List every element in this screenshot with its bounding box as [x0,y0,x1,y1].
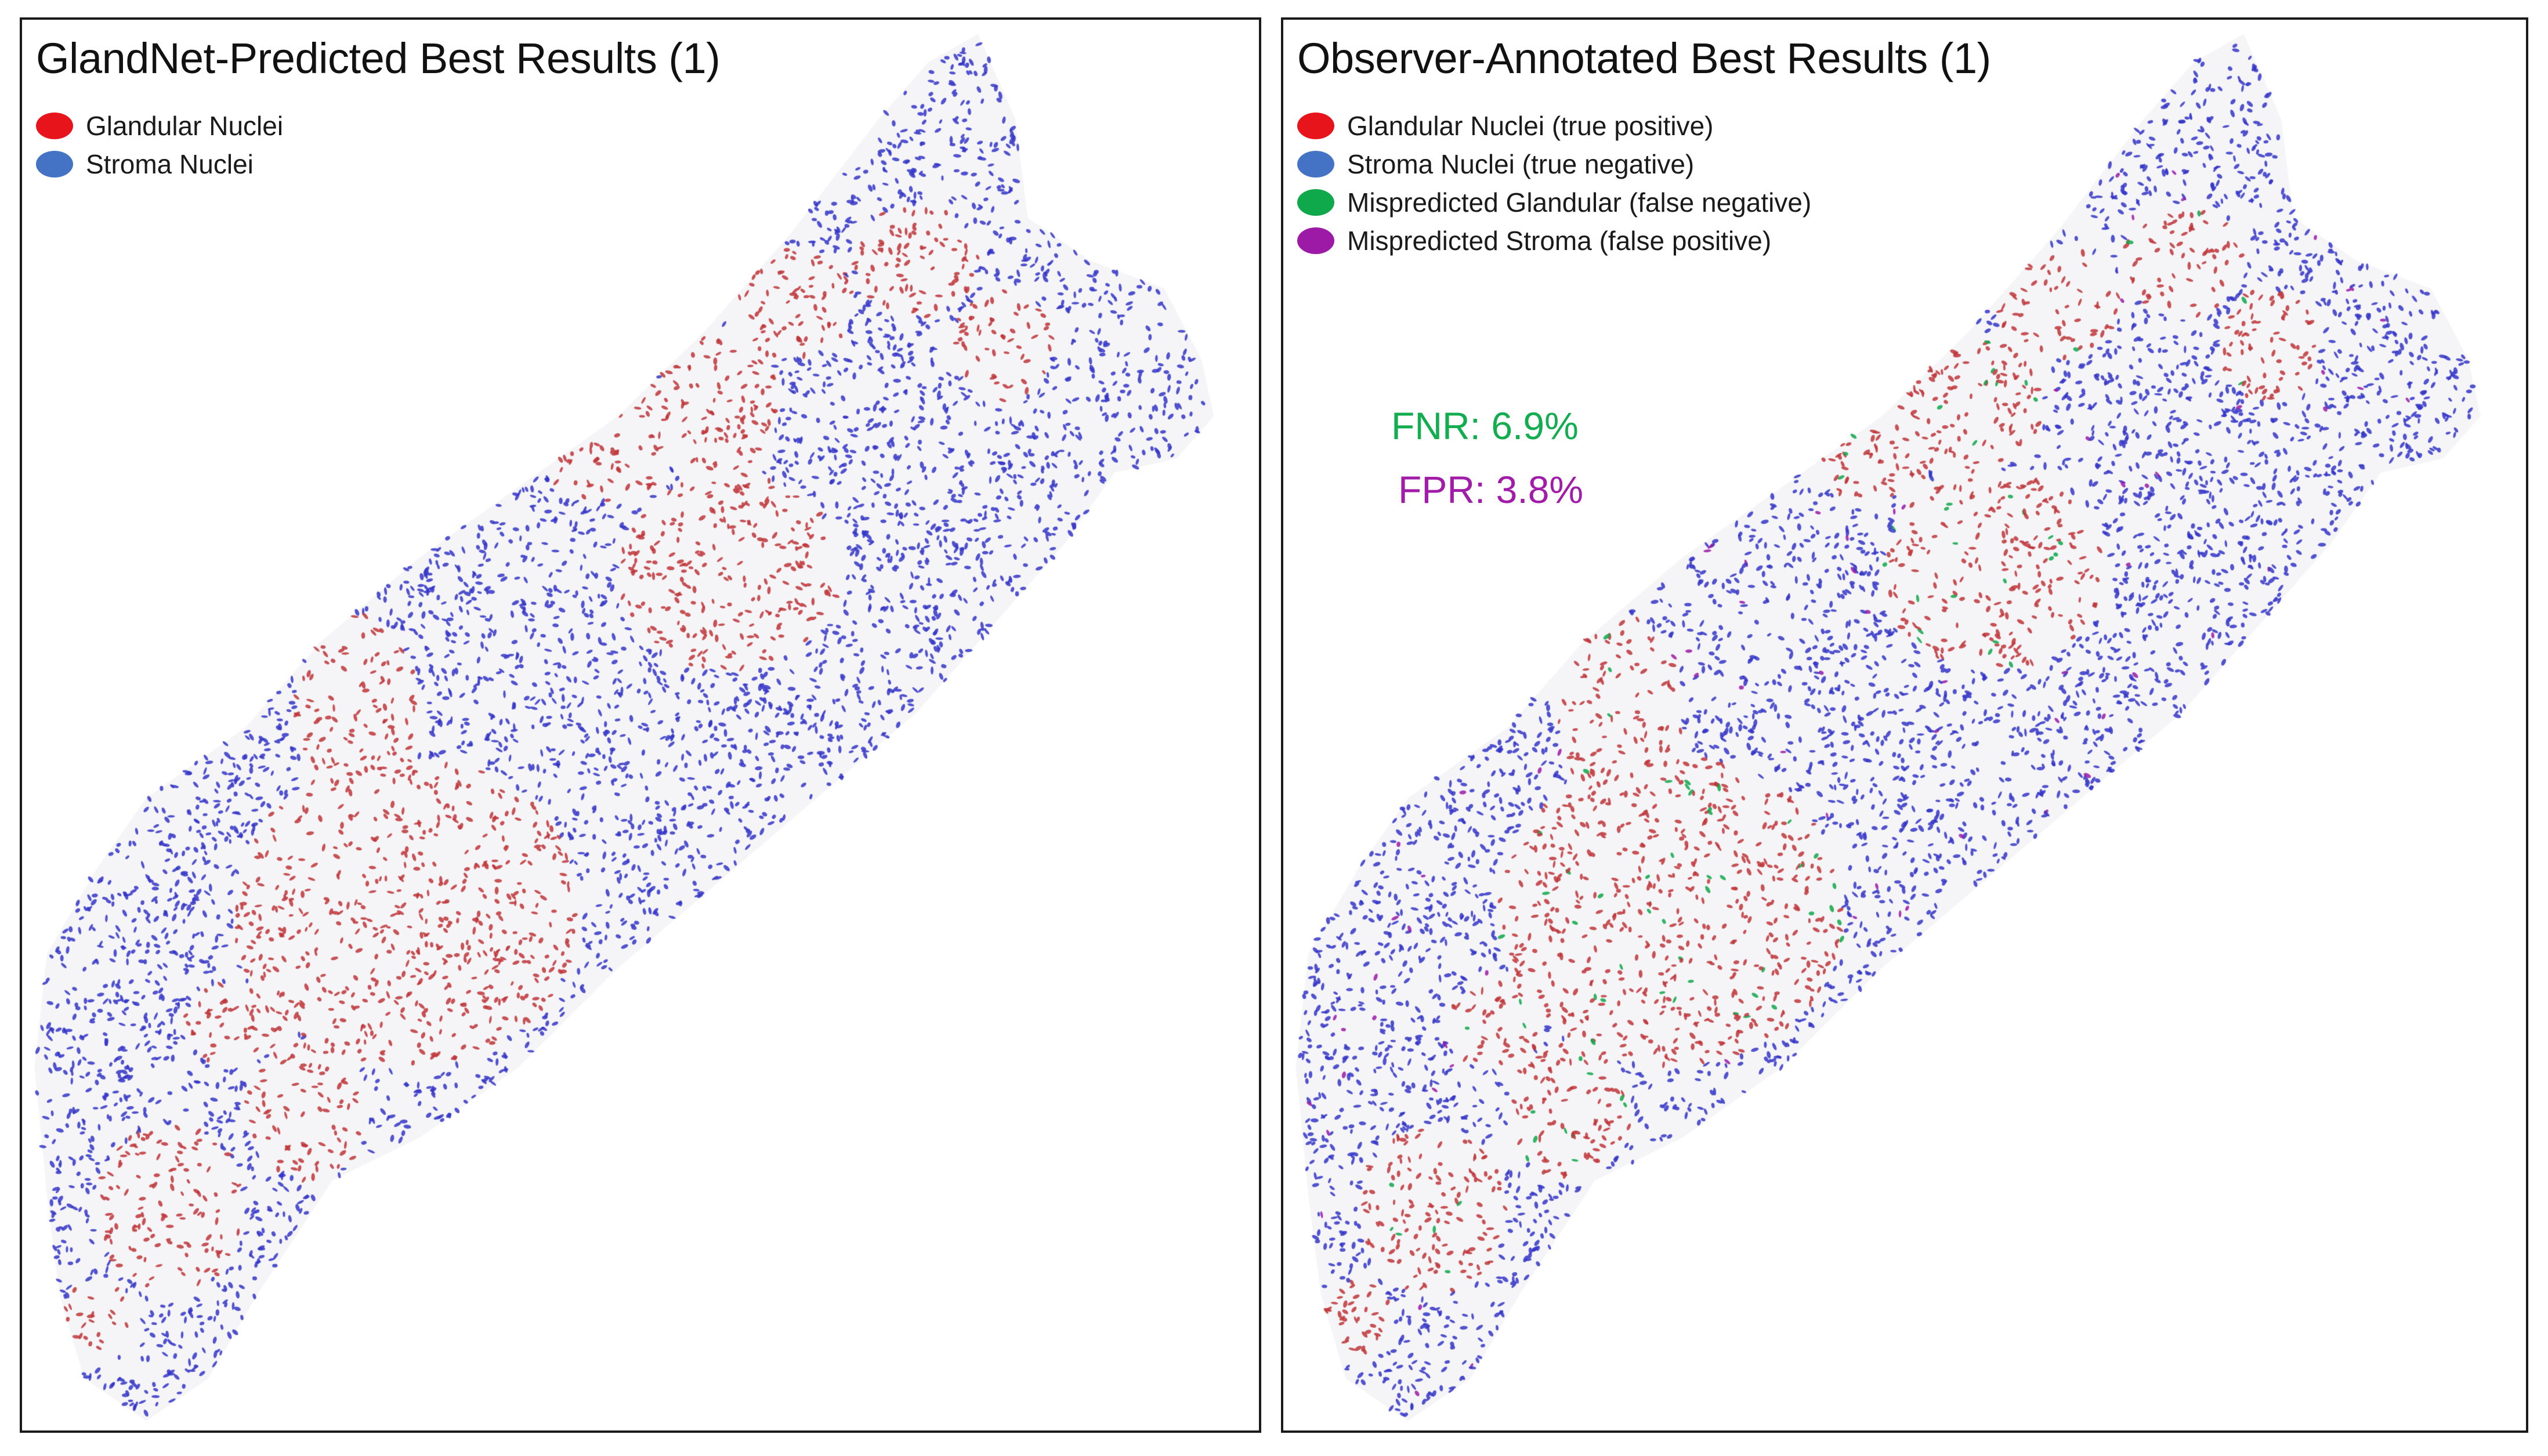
annotated-panel-title: Observer-Annotated Best Results (1) [1297,34,1991,82]
legend-item-false-positive: Mispredicted Stroma (false positive) [1297,222,1811,260]
blue-ellipse-icon [36,151,73,178]
red-ellipse-icon [36,113,73,139]
blue-ellipse-icon [1297,151,1334,178]
annotated-panel: Observer-Annotated Best Results (1) Glan… [1281,17,2528,1433]
purple-ellipse-icon [1297,227,1334,254]
annotated-tissue-image [1283,20,2526,1430]
predicted-panel: GlandNet-Predicted Best Results (1) Glan… [20,17,1261,1433]
legend-label: Mispredicted Stroma (false positive) [1347,226,1772,256]
legend-label: Glandular Nuclei [86,111,284,141]
predicted-legend: Glandular Nuclei Stroma Nuclei [36,107,283,183]
legend-label: Glandular Nuclei (true positive) [1347,111,1714,141]
legend-label: Stroma Nuclei [86,149,254,179]
predicted-panel-title: GlandNet-Predicted Best Results (1) [36,34,721,82]
fpr-value: FPR: 3.8% [1398,468,1584,511]
legend-item-false-negative: Mispredicted Glandular (false negative) [1297,183,1811,222]
red-ellipse-icon [1297,113,1334,139]
legend-item-glandular: Glandular Nuclei [36,107,283,145]
predicted-tissue-image [22,20,1259,1430]
annotated-legend: Glandular Nuclei (true positive) Stroma … [1297,107,1811,260]
legend-label: Mispredicted Glandular (false negative) [1347,187,1812,218]
legend-item-stroma: Stroma Nuclei [36,145,283,183]
fnr-value: FNR: 6.9% [1391,404,1579,447]
green-ellipse-icon [1297,189,1334,216]
legend-label: Stroma Nuclei (true negative) [1347,149,1695,179]
legend-item-true-positive: Glandular Nuclei (true positive) [1297,107,1811,145]
legend-item-true-negative: Stroma Nuclei (true negative) [1297,145,1811,183]
